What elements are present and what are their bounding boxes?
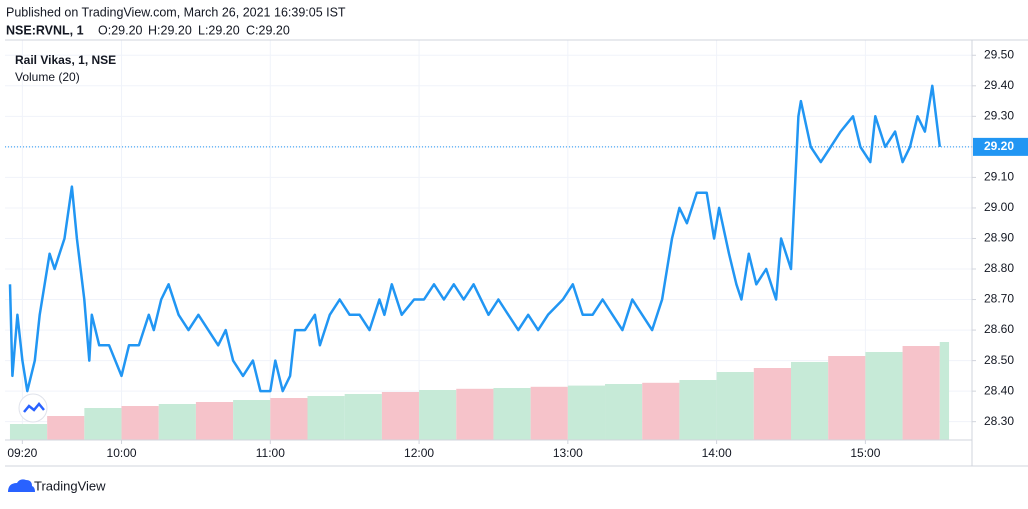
published: Published on TradingView.com, March 26, … xyxy=(6,5,346,19)
x-tick-label: 11:00 xyxy=(256,446,285,460)
volume-bar xyxy=(679,380,717,440)
legend-volume: Volume (20) xyxy=(15,70,80,84)
volume-bar xyxy=(195,402,234,440)
ohlc-close: C:29.20 xyxy=(246,23,290,37)
symbol: NSE:RVNL, 1 xyxy=(6,23,84,37)
volume-bar xyxy=(307,396,345,440)
y-tick-label: 29.30 xyxy=(984,109,1014,123)
volume-bar xyxy=(530,386,568,440)
logo-badge-icon xyxy=(23,402,45,413)
volume-bar xyxy=(493,388,531,440)
x-tick-label: 13:00 xyxy=(553,446,583,460)
volume-bar xyxy=(456,388,494,440)
plot-area xyxy=(5,40,972,440)
x-tick-label: 10:00 xyxy=(107,446,137,460)
x-tick-label: 14:00 xyxy=(702,446,732,460)
legend-series: Rail Vikas, 1, NSE xyxy=(15,53,116,67)
footer-brand: TradingView xyxy=(34,478,106,493)
volume-bar xyxy=(47,416,85,440)
volume-bar xyxy=(270,398,308,440)
y-tick-label: 29.50 xyxy=(984,47,1014,61)
volume-bar xyxy=(419,390,457,440)
volume-bar xyxy=(716,372,754,440)
x-tick-label: 12:00 xyxy=(404,446,434,460)
volume-bar xyxy=(939,342,950,440)
volume-bar xyxy=(381,392,420,440)
ohlc-open: O:29.20 xyxy=(98,23,143,37)
y-tick-label: 28.80 xyxy=(984,261,1014,275)
last-price-tag xyxy=(973,137,1028,156)
footer-logo xyxy=(8,479,35,492)
y-tick-label: 28.40 xyxy=(984,383,1014,397)
volume-bar xyxy=(567,385,606,440)
price-line xyxy=(8,84,942,393)
volume-bar xyxy=(902,346,940,440)
volume-bar xyxy=(9,424,48,440)
volume-bar xyxy=(753,368,791,440)
volume-bar xyxy=(158,404,196,440)
volume-bar xyxy=(84,408,122,440)
volume-bar xyxy=(344,394,382,440)
y-tick-label: 28.30 xyxy=(984,414,1014,428)
y-tick-label: 28.70 xyxy=(984,292,1014,306)
y-tick-label: 29.40 xyxy=(984,78,1014,92)
x-tick-label: 09:20 xyxy=(7,446,37,460)
volume-bar xyxy=(865,352,903,440)
volume-bar xyxy=(605,384,643,440)
last-price-label: 29.20 xyxy=(984,139,1014,153)
volume-bar xyxy=(790,362,829,440)
y-tick-label: 29.10 xyxy=(984,170,1014,184)
volume-bar xyxy=(828,356,866,440)
y-tick-label: 28.90 xyxy=(984,231,1014,245)
volume-bar xyxy=(233,400,271,440)
ohlc-high: H:29.20 xyxy=(148,23,192,37)
volume-bar xyxy=(642,382,680,440)
volume-bar xyxy=(121,406,159,440)
x-tick-label: 15:00 xyxy=(850,446,880,460)
y-tick-label: 29.00 xyxy=(984,200,1014,214)
y-tick-label: 28.50 xyxy=(984,353,1014,367)
y-tick-label: 28.60 xyxy=(984,322,1014,336)
ohlc-low: L:29.20 xyxy=(198,23,240,37)
